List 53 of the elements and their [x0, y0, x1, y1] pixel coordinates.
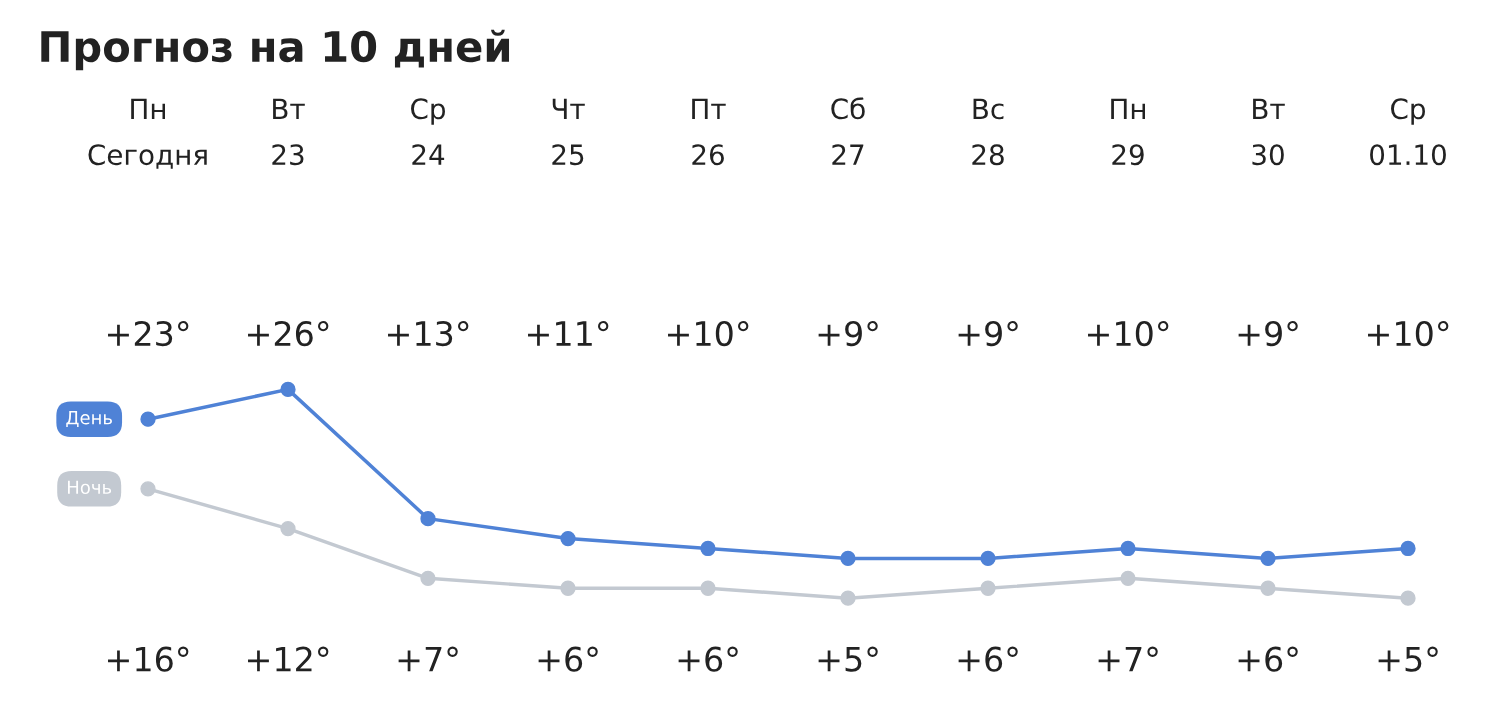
- x-tick-label: Пт 26: [692, 98, 726, 166]
- data-label: +5°: [818, 646, 878, 672]
- point: [420, 511, 436, 527]
- point: [1260, 580, 1276, 596]
- point: [560, 580, 576, 596]
- point: [980, 580, 996, 596]
- data-label: +10°: [1368, 320, 1449, 347]
- data-label: +10°: [1088, 320, 1169, 347]
- point: [140, 411, 156, 427]
- data-label: +9°: [818, 320, 878, 347]
- point: [1400, 540, 1416, 557]
- x-tick-label: Ср 24: [411, 98, 445, 165]
- data-label: +7°: [1098, 646, 1158, 672]
- point: [420, 570, 436, 586]
- data-label: +5°: [1378, 646, 1438, 672]
- point: [280, 381, 296, 398]
- series-label: Ночь: [68, 480, 112, 495]
- data-label: +6°: [958, 646, 1018, 672]
- data-label: +26°: [248, 320, 329, 347]
- x-tick-label: Вт 30: [1252, 98, 1285, 166]
- x-tick-label: Сб 27: [831, 97, 865, 165]
- data-label: +10°: [668, 320, 749, 347]
- data-label: +12°: [248, 646, 329, 672]
- x-tick-label: Ср 01.10: [1370, 98, 1446, 166]
- data-label: +7°: [398, 646, 458, 672]
- point: [560, 530, 576, 547]
- chart-title: Прогноз на 10 дней: [41, 29, 510, 71]
- data-label: +13°: [388, 320, 469, 347]
- data-label: +6°: [1238, 646, 1298, 672]
- data-label: +6°: [538, 646, 598, 672]
- data-label: +9°: [1238, 320, 1298, 347]
- point: [700, 540, 716, 557]
- point: [1120, 570, 1136, 586]
- series-label: День: [66, 411, 112, 428]
- data-label: +16°: [108, 646, 189, 672]
- point: [280, 520, 296, 537]
- x-tick-label: Вт 23: [272, 98, 305, 166]
- data-label: +6°: [678, 646, 738, 672]
- point: [840, 590, 856, 606]
- x-tick-label: Пн Сегодня: [88, 98, 207, 169]
- x-tick-label: Чт 25: [552, 98, 585, 166]
- point: [140, 481, 156, 497]
- data-label: +9°: [958, 320, 1018, 347]
- point: [1120, 540, 1136, 557]
- point: [840, 550, 856, 567]
- data-label: +11°: [528, 320, 609, 346]
- x-tick-label: Вс 28: [972, 98, 1004, 166]
- point: [700, 580, 716, 596]
- x-tick-label: Пн 29: [1111, 98, 1145, 166]
- point: [1400, 590, 1416, 606]
- point: [1260, 550, 1276, 567]
- data-label: +23°: [108, 320, 189, 347]
- point: [980, 550, 996, 567]
